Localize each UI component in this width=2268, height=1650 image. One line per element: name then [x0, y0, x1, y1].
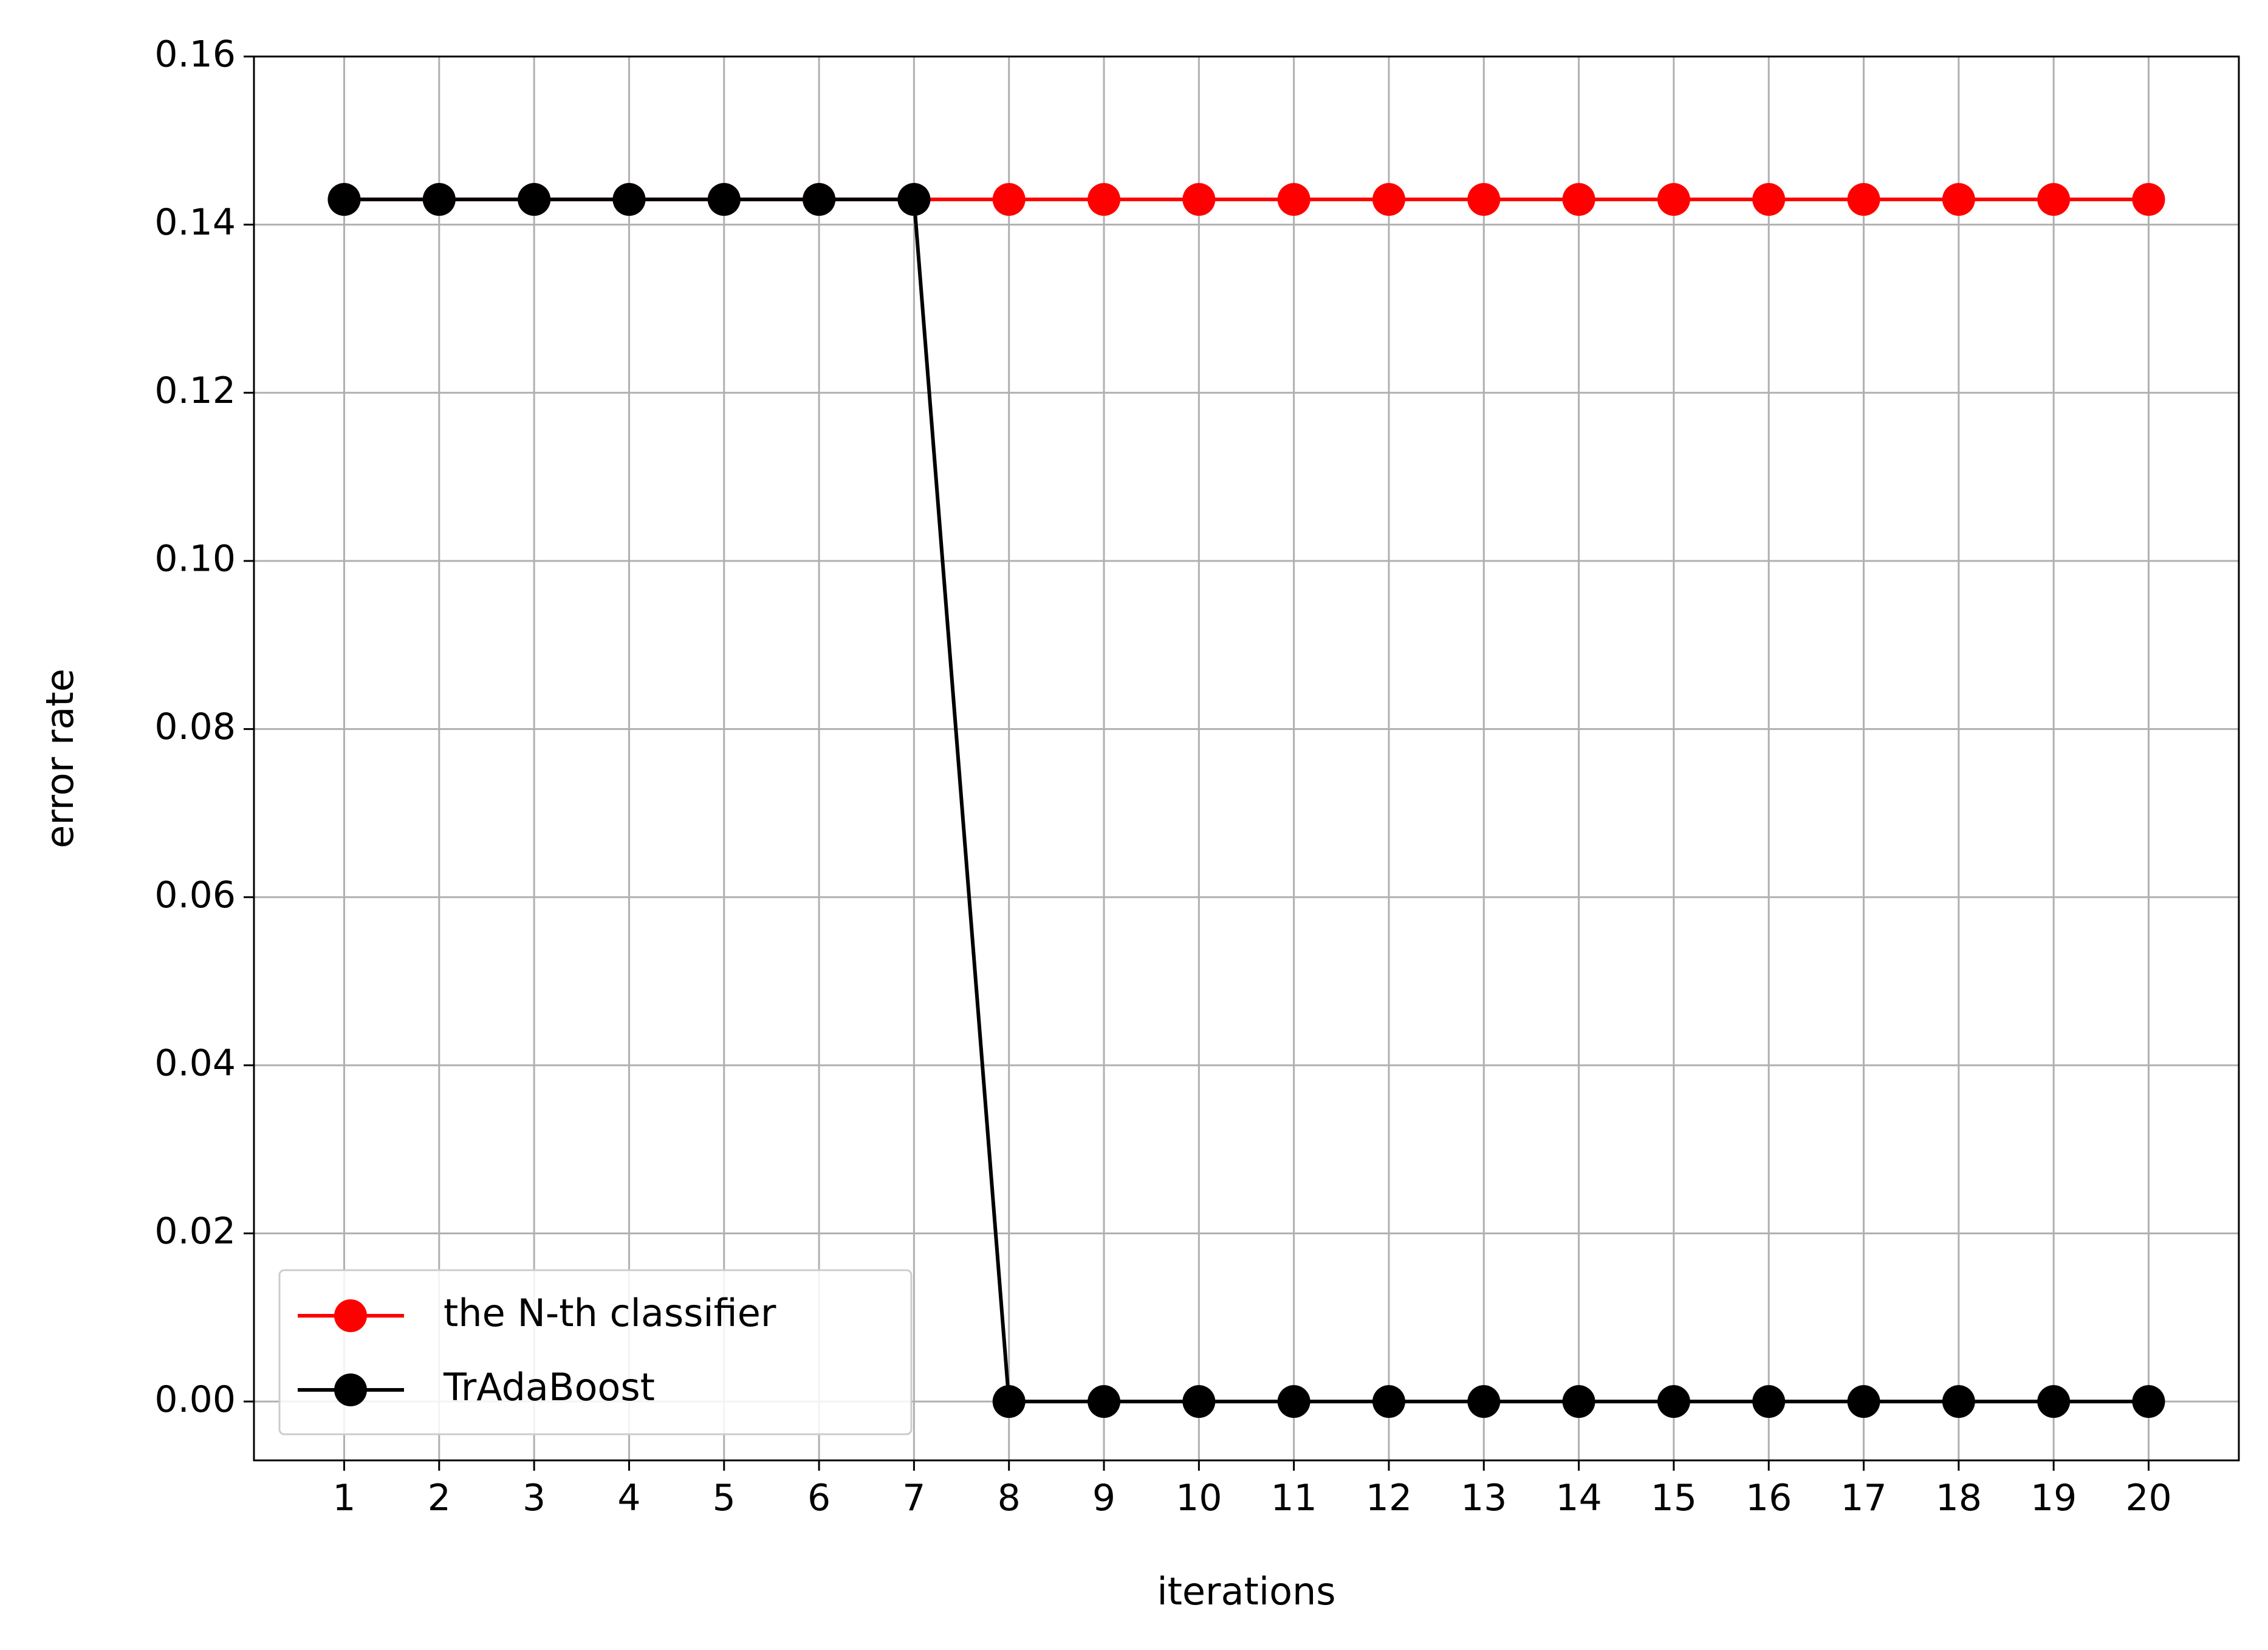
- x-tick-label: 2: [428, 1477, 451, 1519]
- data-point: [707, 183, 741, 216]
- data-point: [1942, 183, 1975, 216]
- data-point: [1942, 1385, 1975, 1418]
- data-point: [327, 183, 361, 216]
- data-point: [1088, 1385, 1121, 1418]
- x-tick-label: 19: [2030, 1477, 2077, 1519]
- grid-lines: [254, 55, 2239, 1460]
- y-tick-label: 0.06: [154, 874, 236, 916]
- x-tick-label: 9: [1092, 1477, 1115, 1519]
- data-point: [1657, 183, 1690, 216]
- data-series: [327, 183, 2165, 1418]
- y-tick-label: 0.12: [154, 370, 236, 412]
- data-point: [803, 183, 836, 216]
- x-tick-label: 4: [617, 1477, 640, 1519]
- x-axis-label: iterations: [1157, 1569, 1335, 1614]
- data-point: [612, 183, 646, 216]
- x-tick-label: 5: [713, 1477, 736, 1519]
- data-point: [1657, 1385, 1690, 1418]
- data-point: [897, 183, 931, 216]
- data-point: [1372, 183, 1405, 216]
- legend: the N-th classifier TrAdaBoost: [278, 1269, 913, 1435]
- data-point: [1752, 1385, 1786, 1418]
- x-tick-label: 13: [1461, 1477, 1507, 1519]
- legend-box: [278, 1269, 913, 1435]
- y-tick-label: 0.10: [154, 538, 236, 580]
- y-tick-label: 0.02: [154, 1210, 236, 1253]
- y-axis-label: error rate: [38, 669, 82, 848]
- x-tick-label: 1: [332, 1477, 355, 1519]
- legend-marker-series-0: [334, 1299, 367, 1332]
- data-point: [1182, 183, 1216, 216]
- axis-ticks: 1 2 3 4 5 6 7 8 9 10 11 12 13 14 15 16 17 18 19 200.000.020…: [154, 33, 2171, 1519]
- data-point: [2037, 183, 2071, 216]
- x-tick-label: 17: [1840, 1477, 1886, 1519]
- x-tick-label: 7: [902, 1477, 925, 1519]
- data-point: [1277, 183, 1310, 216]
- data-point: [422, 183, 456, 216]
- x-tick-label: 10: [1176, 1477, 1222, 1519]
- legend-marker-series-1: [334, 1373, 367, 1406]
- data-point: [1277, 1385, 1310, 1418]
- data-point: [1562, 183, 1595, 216]
- data-point: [1562, 1385, 1595, 1418]
- x-tick-label: 12: [1366, 1477, 1412, 1519]
- data-point: [1752, 183, 1786, 216]
- x-tick-label: 6: [807, 1477, 831, 1519]
- data-point: [992, 1385, 1026, 1418]
- data-point: [2132, 183, 2165, 216]
- x-tick-label: 18: [1936, 1477, 1982, 1519]
- x-tick-label: 14: [1555, 1477, 1602, 1519]
- y-tick-label: 0.00: [154, 1378, 236, 1421]
- axes-frame: [253, 55, 2240, 1462]
- data-point: [1088, 183, 1121, 216]
- y-tick-label: 0.16: [154, 33, 236, 76]
- legend-label-series-1: TrAdaBoost: [443, 1365, 655, 1409]
- data-point: [1467, 1385, 1501, 1418]
- data-point: [1182, 1385, 1216, 1418]
- y-tick-label: 0.14: [154, 201, 236, 244]
- data-point: [1847, 1385, 1880, 1418]
- x-tick-label: 15: [1651, 1477, 1697, 1519]
- legend-label-series-0: the N-th classifier: [444, 1291, 776, 1335]
- series-1: [327, 183, 2165, 1418]
- y-tick-label: 0.04: [154, 1042, 236, 1084]
- x-tick-label: 11: [1270, 1477, 1317, 1519]
- x-tick-label: 3: [522, 1477, 546, 1519]
- x-tick-label: 16: [1746, 1477, 1792, 1519]
- x-tick-label: 8: [998, 1477, 1021, 1519]
- data-point: [1847, 183, 1880, 216]
- data-point: [992, 183, 1026, 216]
- data-point: [2132, 1385, 2165, 1418]
- data-point: [1372, 1385, 1405, 1418]
- data-point: [2037, 1385, 2071, 1418]
- data-point: [1467, 183, 1501, 216]
- y-tick-label: 0.08: [154, 706, 236, 748]
- data-point: [518, 183, 551, 216]
- x-tick-label: 20: [2125, 1477, 2171, 1519]
